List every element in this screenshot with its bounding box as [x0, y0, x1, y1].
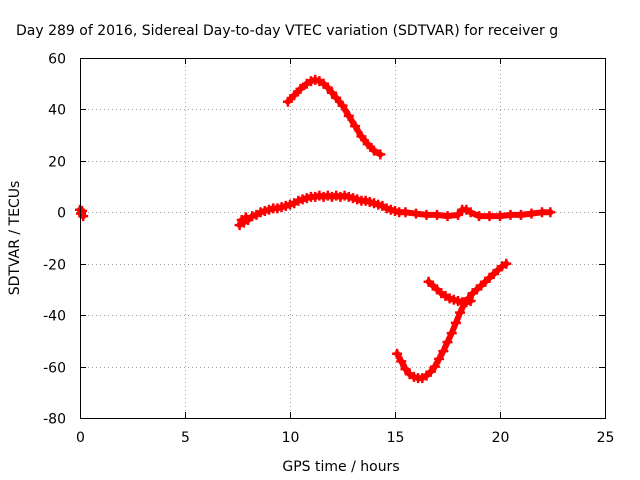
data-point: [545, 207, 556, 218]
data-point: [411, 208, 421, 219]
axis-ticks: 0 5 10 15 20 25 -80 -60 -40 -20 0 20 40 60: [43, 52, 614, 447]
grid: [80, 58, 605, 418]
data-point: [78, 211, 89, 222]
data-point: [343, 110, 354, 121]
data-point: [465, 207, 476, 218]
data-point: [425, 366, 436, 377]
data-point: [465, 296, 476, 306]
data-point: [322, 82, 333, 93]
data-point: [396, 356, 407, 367]
data-point: [362, 139, 373, 150]
data-point: [331, 92, 342, 103]
data-point: [327, 87, 337, 98]
series-track-upper-arc: [282, 74, 386, 160]
y-tick-label: -20: [43, 258, 66, 274]
data-point: [501, 258, 512, 269]
data-point: [392, 348, 403, 359]
data-point: [450, 317, 461, 328]
data-point: [505, 209, 516, 220]
y-axis-title: SDTVAR / TECUs: [7, 181, 23, 296]
x-tick-label: 15: [387, 430, 405, 446]
data-point: [446, 328, 457, 339]
data-point: [369, 145, 379, 156]
data-point: [442, 211, 453, 222]
data-point: [375, 149, 386, 160]
data-point: [438, 346, 449, 357]
data-point: [484, 211, 495, 222]
y-tick-label: 20: [48, 155, 66, 171]
data-layer: [75, 74, 556, 384]
x-tick-label: 10: [282, 430, 300, 446]
x-axis-title: GPS time / hours: [282, 459, 399, 475]
data-point: [337, 100, 348, 111]
data-point: [434, 353, 445, 364]
data-point: [356, 131, 367, 142]
data-point: [350, 121, 361, 132]
y-tick-label: 0: [57, 206, 66, 222]
data-point: [516, 209, 526, 220]
series-track-main: [234, 190, 556, 231]
data-point: [526, 208, 537, 219]
data-point: [432, 209, 442, 220]
data-point: [295, 83, 306, 94]
x-tick-label: 0: [76, 430, 85, 446]
y-tick-label: -60: [43, 361, 66, 377]
y-tick-label: -80: [43, 412, 66, 428]
data-point: [453, 209, 463, 220]
data-point: [429, 361, 440, 372]
data-point: [282, 96, 293, 107]
data-point: [400, 364, 411, 375]
plot-frame: [80, 58, 606, 419]
y-tick-label: -40: [43, 309, 66, 325]
y-tick-label: 40: [48, 103, 66, 119]
data-point: [455, 307, 466, 318]
data-point: [289, 90, 300, 101]
series-track-right-segment: [423, 276, 476, 308]
x-tick-label: 25: [597, 430, 615, 446]
data-point: [537, 207, 547, 218]
x-tick-label: 20: [492, 430, 510, 446]
data-point: [400, 207, 411, 218]
data-point: [474, 211, 484, 222]
data-point: [442, 337, 453, 348]
chart-title: Day 289 of 2016, Sidereal Day-to-day VTE…: [16, 23, 558, 39]
data-point: [421, 209, 432, 220]
data-point: [495, 211, 505, 222]
y-tick-label: 60: [48, 52, 66, 68]
x-tick-label: 5: [181, 430, 190, 446]
